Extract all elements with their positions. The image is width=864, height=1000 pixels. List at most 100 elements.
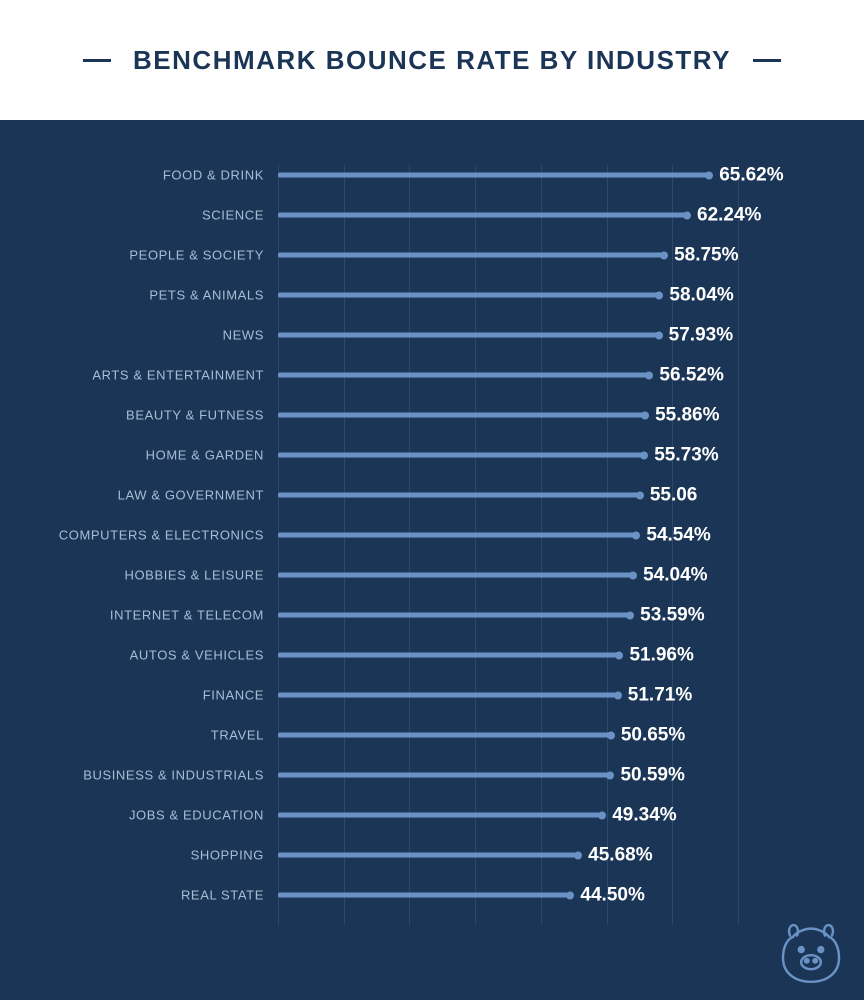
row-label: COMPUTERS & ELECTRONICS [59,528,264,543]
bar-tip [614,691,622,699]
bar-tip [636,491,644,499]
bar-tip [705,171,713,179]
bar [278,533,636,538]
bar-tip [640,451,648,459]
bar [278,373,649,378]
bar-tip [683,211,691,219]
chart-row: LAW & GOVERNMENT 55.06 [0,475,864,515]
bar-value: 58.75% [674,244,738,266]
bar-tip [566,891,574,899]
bar-track: 62.24% [278,213,687,218]
bar-value: 57.93% [669,324,733,346]
bar-track: 58.75% [278,253,664,258]
bounce-rate-chart: FOOD & DRINK65.62%SCIENCE62.24%PEOPLE & … [0,155,864,925]
bar-tip [645,371,653,379]
title-rule-right [753,59,781,62]
bar [278,853,578,858]
title-wrap: BENCHMARK BOUNCE RATE BY INDUSTRY [83,45,781,76]
bar [278,573,633,578]
row-label: FOOD & DRINK [163,168,264,183]
bar-tip [607,731,615,739]
header-band: BENCHMARK BOUNCE RATE BY INDUSTRY [0,0,864,120]
row-label: LAW & GOVERNMENT [118,488,264,503]
chart-row: HOME & GARDEN 55.73% [0,435,864,475]
chart-row: INTERNET & TELECOM 53.59% [0,595,864,635]
chart-row: SCIENCE62.24% [0,195,864,235]
chart-row: REAL STATE 44.50% [0,875,864,915]
bar-value: 55.86% [655,404,719,426]
chart-row: PEOPLE & SOCIETY 58.75% [0,235,864,275]
row-label: PEOPLE & SOCIETY [129,248,264,263]
bar-tip [574,851,582,859]
row-label: HOME & GARDEN [146,448,264,463]
row-label: HOBBIES & LEISURE [124,568,264,583]
bar-value: 55.06 [650,484,698,506]
bar-track: 55.06 [278,493,640,498]
bar-value: 53.59% [640,604,704,626]
chart-row: FINANCE 51.71% [0,675,864,715]
bar [278,693,618,698]
bar [278,813,602,818]
bar [278,413,645,418]
bar-track: 57.93% [278,333,659,338]
bar [278,333,659,338]
brand-logo [776,916,846,986]
bar [278,613,630,618]
chart-row: COMPUTERS & ELECTRONICS 54.54% [0,515,864,555]
bar-value: 51.71% [628,684,692,706]
row-label: BUSINESS & INDUSTRIALS [83,768,264,783]
bar-track: 56.52% [278,373,649,378]
bar [278,213,687,218]
chart-row: PETS & ANIMALS58.04% [0,275,864,315]
row-label: NEWS [223,328,264,343]
bar-track: 51.71% [278,693,618,698]
bar-track: 65.62% [278,173,709,178]
bar-track: 50.59% [278,773,610,778]
chart-row: JOBS & EDUCATION 49.34% [0,795,864,835]
bar-track: 55.86% [278,413,645,418]
bar-track: 49.34% [278,813,602,818]
chart-row: HOBBIES & LEISURE54.04% [0,555,864,595]
chart-rows: FOOD & DRINK65.62%SCIENCE62.24%PEOPLE & … [0,155,864,925]
bar [278,733,611,738]
bar-value: 62.24% [697,204,761,226]
bar [278,893,570,898]
bar-value: 55.73% [654,444,718,466]
bar-value: 50.65% [621,724,685,746]
bar-track: 54.54% [278,533,636,538]
bar-track: 45.68% [278,853,578,858]
bar-value: 58.04% [669,284,733,306]
chart-row: TRAVEL50.65% [0,715,864,755]
bar-track: 58.04% [278,293,659,298]
bar-tip [655,331,663,339]
bar-value: 50.59% [620,764,684,786]
bar-value: 45.68% [588,844,652,866]
chart-row: BUSINESS & INDUSTRIALS 50.59% [0,755,864,795]
row-label: ARTS & ENTERTAINMENT [92,368,264,383]
row-label: JOBS & EDUCATION [129,808,264,823]
row-label: BEAUTY & FUTNESS [126,408,264,423]
bar-track: 55.73% [278,453,644,458]
row-label: INTERNET & TELECOM [110,608,264,623]
chart-row: AUTOS & VEHICLES51.96% [0,635,864,675]
bar [278,653,619,658]
chart-title: BENCHMARK BOUNCE RATE BY INDUSTRY [133,45,731,76]
bar [278,773,610,778]
bar-track: 44.50% [278,893,570,898]
chart-row: BEAUTY & FUTNESS 55.86% [0,395,864,435]
title-rule-left [83,59,111,62]
bar-value: 44.50% [580,884,644,906]
bar-tip [641,411,649,419]
bar-tip [626,611,634,619]
bar-tip [598,811,606,819]
bar-tip [629,571,637,579]
row-label: REAL STATE [181,888,264,903]
bar-value: 49.34% [612,804,676,826]
bar-tip [660,251,668,259]
chart-row: ARTS & ENTERTAINMENT 56.52% [0,355,864,395]
bar-value: 54.54% [646,524,710,546]
bar-track: 53.59% [278,613,630,618]
chart-row: NEWS 57.93% [0,315,864,355]
row-label: FINANCE [203,688,264,703]
bar-tip [615,651,623,659]
